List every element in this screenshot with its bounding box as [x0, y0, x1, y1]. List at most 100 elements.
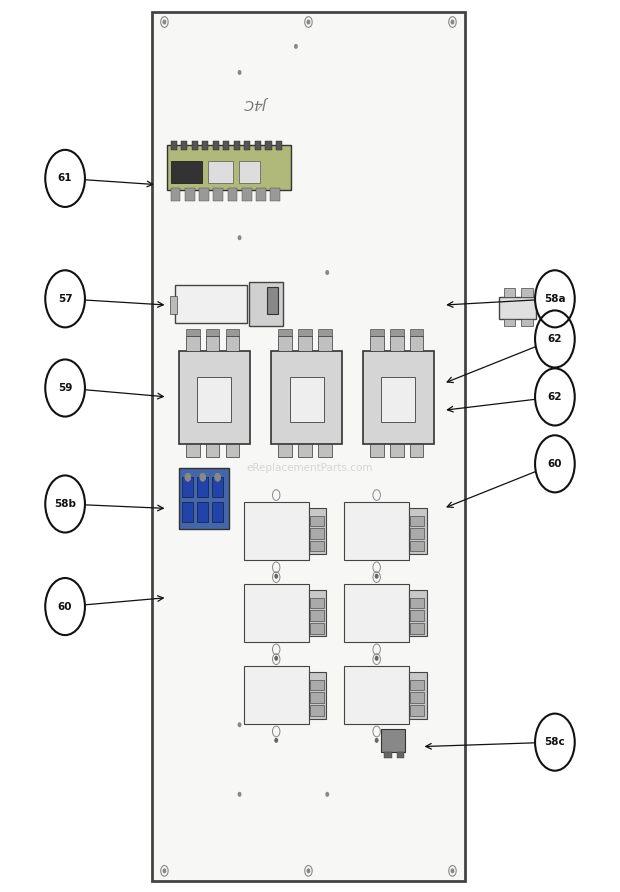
- Bar: [410, 444, 423, 457]
- Bar: [206, 444, 219, 457]
- Bar: [410, 516, 424, 526]
- Circle shape: [163, 869, 166, 872]
- Circle shape: [215, 474, 220, 481]
- Text: 58b: 58b: [54, 499, 76, 509]
- Circle shape: [535, 714, 575, 771]
- Bar: [370, 329, 384, 336]
- Circle shape: [307, 869, 310, 872]
- Bar: [370, 336, 384, 351]
- Bar: [213, 188, 223, 201]
- Bar: [226, 444, 239, 457]
- Circle shape: [200, 474, 205, 481]
- Bar: [197, 502, 208, 522]
- Bar: [170, 188, 180, 201]
- Bar: [186, 336, 200, 351]
- Bar: [228, 188, 237, 201]
- Bar: [384, 752, 392, 758]
- Circle shape: [45, 359, 85, 417]
- Bar: [234, 141, 240, 150]
- Bar: [344, 666, 409, 724]
- Bar: [410, 336, 423, 351]
- Circle shape: [451, 21, 454, 24]
- Bar: [410, 329, 423, 336]
- Bar: [310, 624, 324, 633]
- Circle shape: [275, 574, 278, 578]
- Bar: [310, 706, 324, 715]
- Bar: [310, 680, 324, 690]
- Circle shape: [375, 739, 378, 742]
- Circle shape: [238, 235, 241, 239]
- Circle shape: [326, 792, 329, 796]
- Circle shape: [535, 310, 575, 368]
- Circle shape: [45, 578, 85, 635]
- Circle shape: [45, 270, 85, 327]
- Bar: [410, 528, 424, 539]
- Circle shape: [238, 70, 241, 74]
- Bar: [256, 188, 266, 201]
- Bar: [298, 336, 312, 351]
- Bar: [390, 444, 404, 457]
- Bar: [167, 145, 291, 190]
- Bar: [206, 336, 219, 351]
- Bar: [504, 319, 515, 326]
- Bar: [265, 141, 272, 150]
- Bar: [213, 141, 219, 150]
- Bar: [310, 528, 324, 539]
- Text: 59: 59: [58, 383, 73, 393]
- Bar: [318, 444, 332, 457]
- Bar: [181, 141, 187, 150]
- Bar: [409, 591, 427, 637]
- Circle shape: [535, 270, 575, 327]
- Bar: [249, 282, 283, 326]
- Bar: [226, 336, 239, 351]
- Circle shape: [238, 792, 241, 796]
- Bar: [226, 329, 239, 336]
- Bar: [244, 666, 309, 724]
- Bar: [255, 141, 261, 150]
- Bar: [390, 336, 404, 351]
- Bar: [270, 188, 280, 201]
- Bar: [276, 141, 282, 150]
- Circle shape: [375, 574, 378, 578]
- Bar: [499, 297, 536, 319]
- Bar: [239, 161, 260, 183]
- Text: 60: 60: [58, 601, 73, 612]
- Circle shape: [294, 45, 297, 48]
- FancyBboxPatch shape: [152, 12, 465, 881]
- Bar: [521, 319, 533, 326]
- Text: J4C: J4C: [249, 95, 272, 110]
- Bar: [310, 541, 324, 551]
- Bar: [186, 329, 200, 336]
- Bar: [310, 692, 324, 703]
- Text: 60: 60: [547, 458, 562, 469]
- Circle shape: [185, 474, 190, 481]
- Circle shape: [185, 474, 190, 481]
- Bar: [208, 161, 232, 183]
- Bar: [202, 141, 208, 150]
- Bar: [410, 610, 424, 621]
- Bar: [310, 516, 324, 526]
- Bar: [170, 161, 202, 183]
- Bar: [244, 502, 309, 560]
- Bar: [179, 468, 229, 529]
- Bar: [212, 477, 223, 497]
- Bar: [186, 444, 200, 457]
- Bar: [298, 444, 312, 457]
- Bar: [223, 141, 229, 150]
- Bar: [185, 188, 195, 201]
- Bar: [309, 591, 326, 637]
- Bar: [310, 610, 324, 621]
- Bar: [244, 584, 309, 642]
- Bar: [410, 706, 424, 715]
- Bar: [370, 444, 384, 457]
- Bar: [278, 336, 292, 351]
- Bar: [206, 329, 219, 336]
- Circle shape: [200, 474, 205, 481]
- Bar: [290, 377, 324, 422]
- Text: 61: 61: [58, 173, 73, 184]
- Bar: [192, 141, 198, 150]
- Bar: [271, 351, 342, 444]
- Bar: [410, 680, 424, 690]
- Circle shape: [375, 657, 378, 660]
- Bar: [267, 287, 278, 314]
